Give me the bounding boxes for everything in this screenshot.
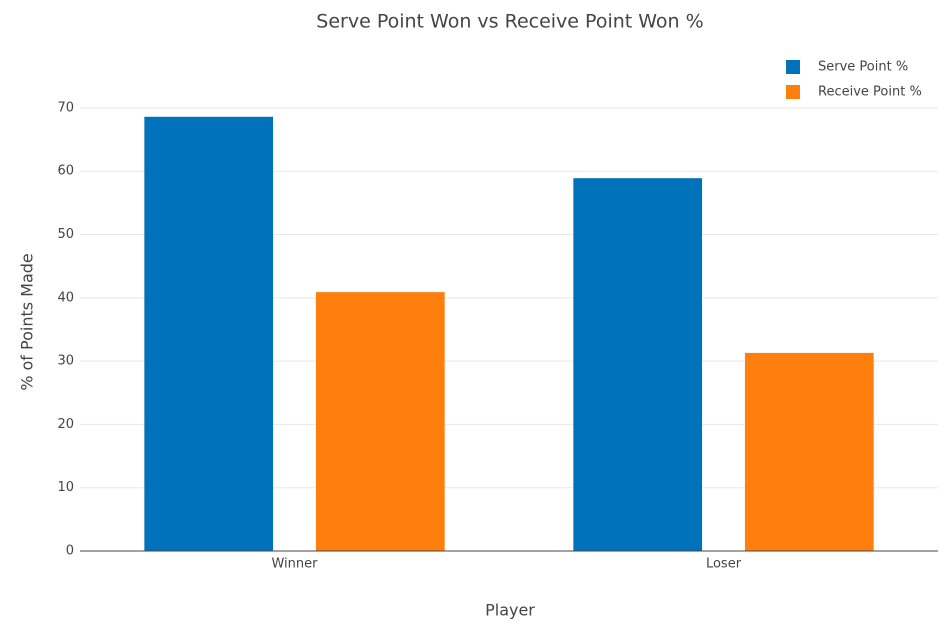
x-tick-label: Loser	[706, 557, 742, 572]
y-tick-label: 0	[66, 544, 74, 559]
x-tick-label: Winner	[271, 557, 318, 572]
y-axis-label: % of Points Made	[18, 253, 37, 391]
y-tick-label: 60	[57, 164, 74, 179]
y-tick-label: 30	[57, 354, 74, 369]
x-axis-label: Player	[485, 601, 535, 620]
y-tick-label: 70	[57, 100, 74, 115]
legend-swatch	[786, 60, 800, 74]
bar	[744, 352, 874, 551]
legend-swatch	[786, 85, 800, 99]
bar	[573, 178, 703, 551]
y-tick-label: 40	[57, 290, 74, 305]
bar	[315, 292, 445, 551]
legend-label: Serve Point %	[818, 60, 908, 75]
y-tick-label: 10	[57, 480, 74, 495]
y-tick-label: 20	[57, 417, 74, 432]
chart-title: Serve Point Won vs Receive Point Won %	[316, 11, 703, 33]
y-tick-label: 50	[57, 227, 74, 242]
legend-label: Receive Point %	[818, 85, 922, 100]
bar	[144, 116, 274, 551]
